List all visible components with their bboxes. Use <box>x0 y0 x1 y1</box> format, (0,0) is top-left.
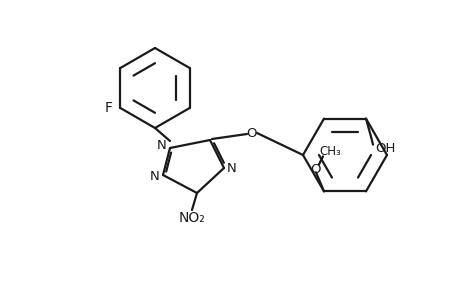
Text: N: N <box>150 170 160 184</box>
Text: NO₂: NO₂ <box>178 211 205 225</box>
Text: O: O <box>246 127 257 140</box>
Text: OH: OH <box>374 142 394 155</box>
Text: O: O <box>310 163 320 176</box>
Text: N: N <box>157 139 167 152</box>
Text: CH₃: CH₃ <box>319 145 340 158</box>
Text: N: N <box>227 161 236 175</box>
Text: F: F <box>104 101 112 115</box>
